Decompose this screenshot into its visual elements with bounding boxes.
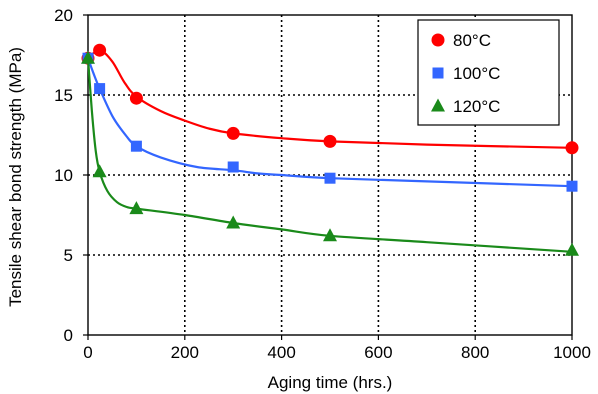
data-point — [129, 91, 143, 105]
y-tick-label: 0 — [64, 326, 73, 345]
y-tick-label: 15 — [54, 86, 73, 105]
legend-marker — [432, 67, 444, 79]
data-point — [566, 180, 578, 192]
legend-marker — [431, 98, 445, 112]
y-tick-label: 5 — [64, 246, 73, 265]
x-axis-title: Aging time (hrs.) — [268, 373, 393, 392]
data-point — [227, 161, 239, 173]
x-tick-label: 800 — [461, 343, 489, 362]
data-point — [130, 140, 142, 152]
series-triangle — [81, 50, 579, 256]
data-point — [226, 126, 240, 140]
data-point — [323, 228, 337, 242]
data-point — [323, 134, 337, 148]
x-tick-label: 0 — [83, 343, 92, 362]
x-tick-label: 1000 — [553, 343, 591, 362]
x-tick-label: 400 — [267, 343, 295, 362]
axes: 0 200 400 600 800 1000 0 5 10 15 20 — [54, 6, 591, 362]
y-tick-label: 10 — [54, 166, 73, 185]
series-layer — [81, 43, 579, 256]
data-point — [565, 242, 579, 256]
legend-marker — [431, 33, 445, 47]
data-point — [226, 215, 241, 229]
data-point — [92, 164, 107, 178]
series-line — [86, 57, 573, 188]
series-line — [87, 49, 573, 149]
legend: 80°C 100°C 120°C — [417, 19, 560, 126]
data-point — [81, 50, 95, 64]
legend-label: 120°C — [453, 97, 500, 116]
data-point — [93, 43, 107, 57]
legend-label: 80°C — [453, 31, 491, 50]
legend-label: 100°C — [453, 64, 500, 83]
x-tick-label: 600 — [364, 343, 392, 362]
x-tick-label: 200 — [171, 343, 199, 362]
data-point — [94, 83, 106, 95]
data-point — [565, 141, 579, 155]
y-tick-label: 20 — [54, 6, 73, 25]
y-axis-title: Tensile shear bond strength (MPa) — [6, 47, 25, 307]
data-point — [324, 172, 336, 184]
data-point — [129, 201, 144, 215]
